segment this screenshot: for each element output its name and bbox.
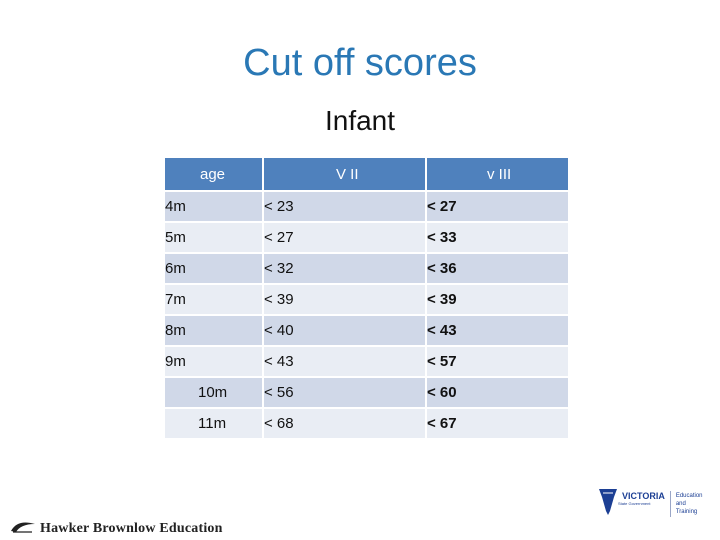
table-row: 8m < 40 < 43	[163, 314, 570, 347]
victoria-wordmark: VICTORIA	[622, 491, 665, 501]
department-label: Education and Training	[676, 492, 708, 516]
logo-divider	[669, 491, 671, 517]
hawker-brownlow-logo: Hawker Brownlow Education	[10, 520, 223, 538]
victoria-map-icon	[598, 487, 618, 522]
swoosh-icon	[10, 520, 36, 539]
header-v3: v III	[425, 156, 570, 192]
cell-age: 7m	[163, 283, 264, 316]
cell-v2: < 27	[262, 221, 427, 254]
cell-v2: < 23	[262, 190, 427, 223]
slide-title: Cut off scores	[243, 42, 477, 84]
cell-age: 5m	[163, 221, 264, 254]
cell-v2: < 39	[262, 283, 427, 316]
cell-age: 4m	[163, 190, 264, 223]
cell-v3: < 57	[425, 345, 570, 378]
cell-age: 9m	[163, 345, 264, 378]
table-row: 11m < 68 < 67	[163, 407, 570, 440]
state-government-label: State Government	[618, 501, 651, 506]
cell-v3: < 39	[425, 283, 570, 316]
publisher-name: Hawker Brownlow Education	[40, 521, 223, 536]
cutoff-scores-table: age V II v III 4m < 23 < 27 5m < 27 < 33…	[163, 156, 570, 440]
table-row: 9m < 43 < 57	[163, 345, 570, 378]
cell-v3: < 27	[425, 190, 570, 223]
cell-v2: < 40	[262, 314, 427, 347]
cell-age: 6m	[163, 252, 264, 285]
table-header-row: age V II v III	[163, 156, 570, 192]
table-row: 5m < 27 < 33	[163, 221, 570, 254]
cell-age: 8m	[163, 314, 264, 347]
cell-v3: < 36	[425, 252, 570, 285]
header-v2: V II	[262, 156, 427, 192]
header-age: age	[163, 156, 264, 192]
department-line-2: and Training	[675, 501, 698, 515]
table-row: 7m < 39 < 39	[163, 283, 570, 316]
cell-age: 10m	[163, 376, 264, 409]
cell-age: 11m	[163, 407, 264, 440]
cell-v3: < 67	[425, 407, 570, 440]
cell-v2: < 68	[262, 407, 427, 440]
table-row: 10m < 56 < 60	[163, 376, 570, 409]
table-row: 4m < 23 < 27	[163, 190, 570, 223]
cell-v3: < 33	[425, 221, 570, 254]
victoria-government-logo: VICTORIA State Government Education and …	[598, 487, 708, 525]
department-line-1: Education	[675, 493, 703, 499]
cell-v3: < 43	[425, 314, 570, 347]
cell-v2: < 32	[262, 252, 427, 285]
cell-v2: < 43	[262, 345, 427, 378]
table-row: 6m < 32 < 36	[163, 252, 570, 285]
cell-v3: < 60	[425, 376, 570, 409]
cell-v2: < 56	[262, 376, 427, 409]
slide-subtitle: Infant	[324, 105, 396, 136]
